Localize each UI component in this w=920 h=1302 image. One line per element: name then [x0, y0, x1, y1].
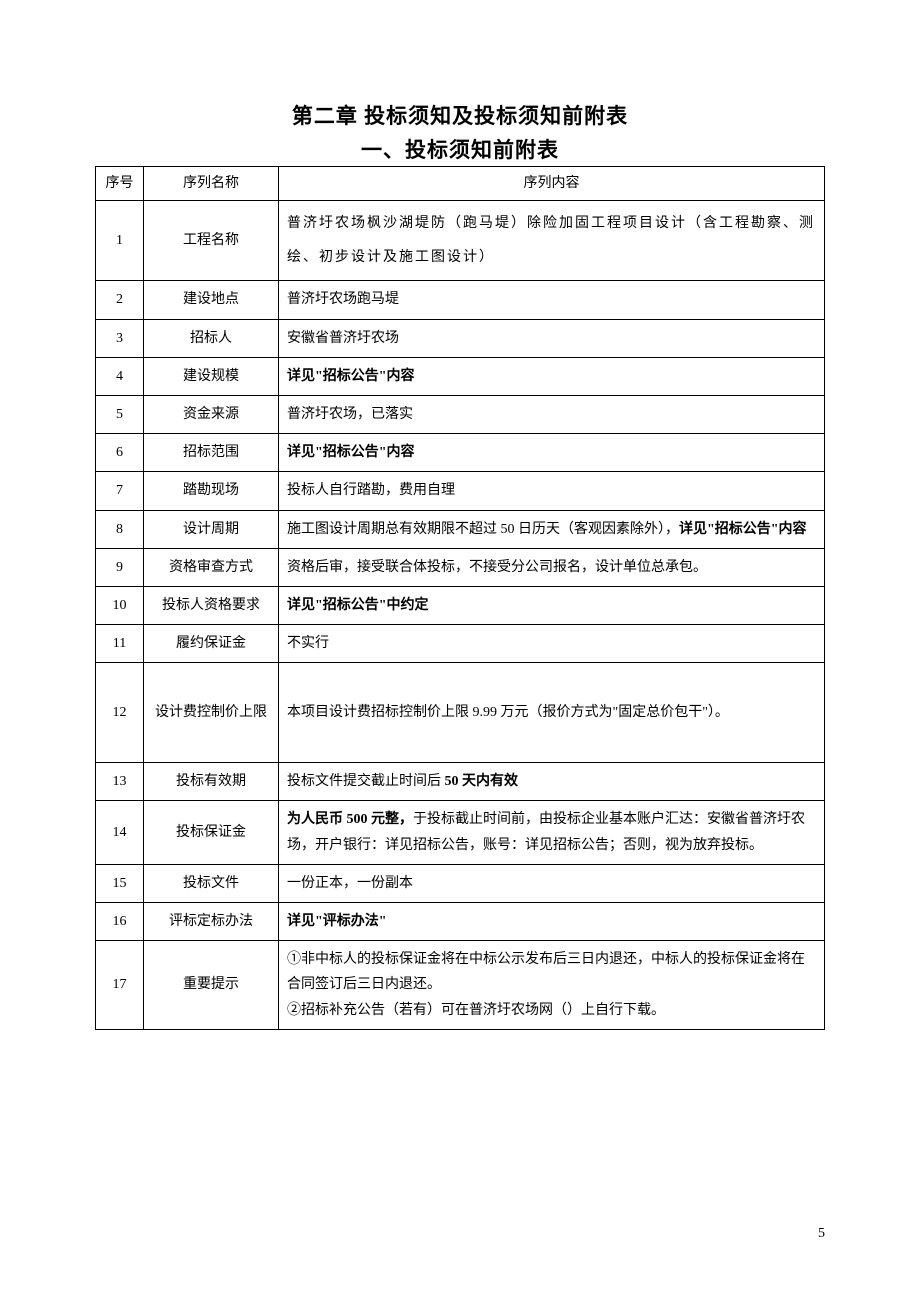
table-row: 2建设地点普济圩农场跑马堤: [96, 281, 825, 319]
table-header-row: 序号 序列名称 序列内容: [96, 167, 825, 201]
row-name: 投标保证金: [144, 801, 279, 864]
page-number: 5: [818, 1226, 825, 1242]
row-content: 施工图设计周期总有效期限不超过 50 日历天（客观因素除外），详见"招标公告"内…: [279, 510, 825, 548]
row-content: ①非中标人的投标保证金将在中标公示发布后三日内退还，中标人的投标保证金将在合同签…: [279, 941, 825, 1030]
row-num: 6: [96, 434, 144, 472]
content-text: 不实行: [287, 636, 329, 651]
row-name: 评标定标办法: [144, 903, 279, 941]
row-num: 8: [96, 510, 144, 548]
row-name: 踏勘现场: [144, 472, 279, 510]
table-row: 13投标有效期投标文件提交截止时间后 50 天内有效: [96, 763, 825, 801]
row-content: 详见"招标公告"内容: [279, 357, 825, 395]
table-row: 16评标定标办法详见"评标办法": [96, 903, 825, 941]
row-num: 12: [96, 663, 144, 763]
row-num: 16: [96, 903, 144, 941]
table-row: 14投标保证金为人民币 500 元整，于投标截止时间前，由投标企业基本账户汇达：…: [96, 801, 825, 864]
content-text: 资格后审，接受联合体投标，不接受分公司报名，设计单位总承包。: [287, 560, 707, 575]
row-num: 7: [96, 472, 144, 510]
row-name: 设计周期: [144, 510, 279, 548]
table-row: 11履约保证金不实行: [96, 625, 825, 663]
chapter-title: 第二章 投标须知及投标须知前附表: [95, 100, 825, 130]
content-text: 普济圩农场跑马堤: [287, 292, 399, 307]
row-name: 重要提示: [144, 941, 279, 1030]
content-text: 安徽省普济圩农场: [287, 331, 399, 346]
table-row: 12设计费控制价上限本项目设计费招标控制价上限 9.99 万元（报价方式为"固定…: [96, 663, 825, 763]
content-text: 50 天内有效: [445, 774, 519, 789]
section-title: 一、投标须知前附表: [95, 134, 825, 164]
row-content: 普济圩农场枫沙湖堤防（跑马堤）除险加固工程项目设计（含工程勘察、测绘、初步设计及…: [279, 201, 825, 281]
header-content: 序列内容: [279, 167, 825, 201]
content-text: 详见"评标办法": [287, 914, 387, 929]
row-name: 工程名称: [144, 201, 279, 281]
row-num: 5: [96, 395, 144, 433]
row-num: 11: [96, 625, 144, 663]
content-text: 为人民币 500 元整，: [287, 812, 413, 827]
content-text: 详见"招标公告"内容: [679, 522, 807, 537]
header-num: 序号: [96, 167, 144, 201]
table-row: 15投标文件一份正本，一份副本: [96, 864, 825, 902]
row-num: 14: [96, 801, 144, 864]
content-text: 施工图设计周期总有效期限不超过 50 日历天（客观因素除外），: [287, 522, 679, 537]
row-content: 一份正本，一份副本: [279, 864, 825, 902]
content-text: 本项目设计费招标控制价上限 9.99 万元（报价方式为"固定总价包干"）。: [287, 705, 729, 720]
content-text: 普济圩农场，已落实: [287, 407, 413, 422]
row-content: 普济圩农场跑马堤: [279, 281, 825, 319]
row-content: 详见"招标公告"内容: [279, 434, 825, 472]
content-text: 普济圩农场枫沙湖堤防（跑马堤）除险加固工程项目设计（含工程勘察、测绘、初步设计及…: [287, 216, 815, 265]
content-text: ①非中标人的投标保证金将在中标公示发布后三日内退还，中标人的投标保证金将在合同签…: [287, 952, 805, 1017]
table-row: 4建设规模详见"招标公告"内容: [96, 357, 825, 395]
content-text: 详见"招标公告"内容: [287, 369, 415, 384]
row-name: 建设规模: [144, 357, 279, 395]
table-row: 3招标人安徽省普济圩农场: [96, 319, 825, 357]
content-text: 投标文件提交截止时间后: [287, 774, 445, 789]
row-content: 详见"招标公告"中约定: [279, 586, 825, 624]
row-num: 10: [96, 586, 144, 624]
table-row: 1工程名称普济圩农场枫沙湖堤防（跑马堤）除险加固工程项目设计（含工程勘察、测绘、…: [96, 201, 825, 281]
row-content: 资格后审，接受联合体投标，不接受分公司报名，设计单位总承包。: [279, 548, 825, 586]
table-row: 6招标范围详见"招标公告"内容: [96, 434, 825, 472]
bid-notice-table: 序号 序列名称 序列内容 1工程名称普济圩农场枫沙湖堤防（跑马堤）除险加固工程项…: [95, 166, 825, 1030]
row-content: 不实行: [279, 625, 825, 663]
row-num: 17: [96, 941, 144, 1030]
table-row: 5资金来源普济圩农场，已落实: [96, 395, 825, 433]
header-name: 序列名称: [144, 167, 279, 201]
table-row: 17重要提示①非中标人的投标保证金将在中标公示发布后三日内退还，中标人的投标保证…: [96, 941, 825, 1030]
row-name: 设计费控制价上限: [144, 663, 279, 763]
content-text: 详见"招标公告"中约定: [287, 598, 429, 613]
row-num: 1: [96, 201, 144, 281]
content-text: 详见"招标公告"内容: [287, 445, 415, 460]
content-text: 一份正本，一份副本: [287, 876, 413, 891]
row-name: 履约保证金: [144, 625, 279, 663]
row-name: 招标人: [144, 319, 279, 357]
row-content: 投标人自行踏勘，费用自理: [279, 472, 825, 510]
row-num: 2: [96, 281, 144, 319]
row-name: 招标范围: [144, 434, 279, 472]
row-name: 投标有效期: [144, 763, 279, 801]
row-name: 建设地点: [144, 281, 279, 319]
table-row: 8设计周期施工图设计周期总有效期限不超过 50 日历天（客观因素除外），详见"招…: [96, 510, 825, 548]
row-content: 投标文件提交截止时间后 50 天内有效: [279, 763, 825, 801]
row-name: 投标文件: [144, 864, 279, 902]
row-content: 为人民币 500 元整，于投标截止时间前，由投标企业基本账户汇达：安徽省普济圩农…: [279, 801, 825, 864]
row-name: 资格审查方式: [144, 548, 279, 586]
row-content: 本项目设计费招标控制价上限 9.99 万元（报价方式为"固定总价包干"）。: [279, 663, 825, 763]
row-num: 13: [96, 763, 144, 801]
row-content: 安徽省普济圩农场: [279, 319, 825, 357]
row-content: 普济圩农场，已落实: [279, 395, 825, 433]
row-name: 资金来源: [144, 395, 279, 433]
row-num: 3: [96, 319, 144, 357]
row-content: 详见"评标办法": [279, 903, 825, 941]
row-num: 4: [96, 357, 144, 395]
row-num: 9: [96, 548, 144, 586]
row-num: 15: [96, 864, 144, 902]
table-row: 10投标人资格要求详见"招标公告"中约定: [96, 586, 825, 624]
content-text: 投标人自行踏勘，费用自理: [287, 483, 455, 498]
row-name: 投标人资格要求: [144, 586, 279, 624]
table-row: 9资格审查方式资格后审，接受联合体投标，不接受分公司报名，设计单位总承包。: [96, 548, 825, 586]
table-row: 7踏勘现场投标人自行踏勘，费用自理: [96, 472, 825, 510]
